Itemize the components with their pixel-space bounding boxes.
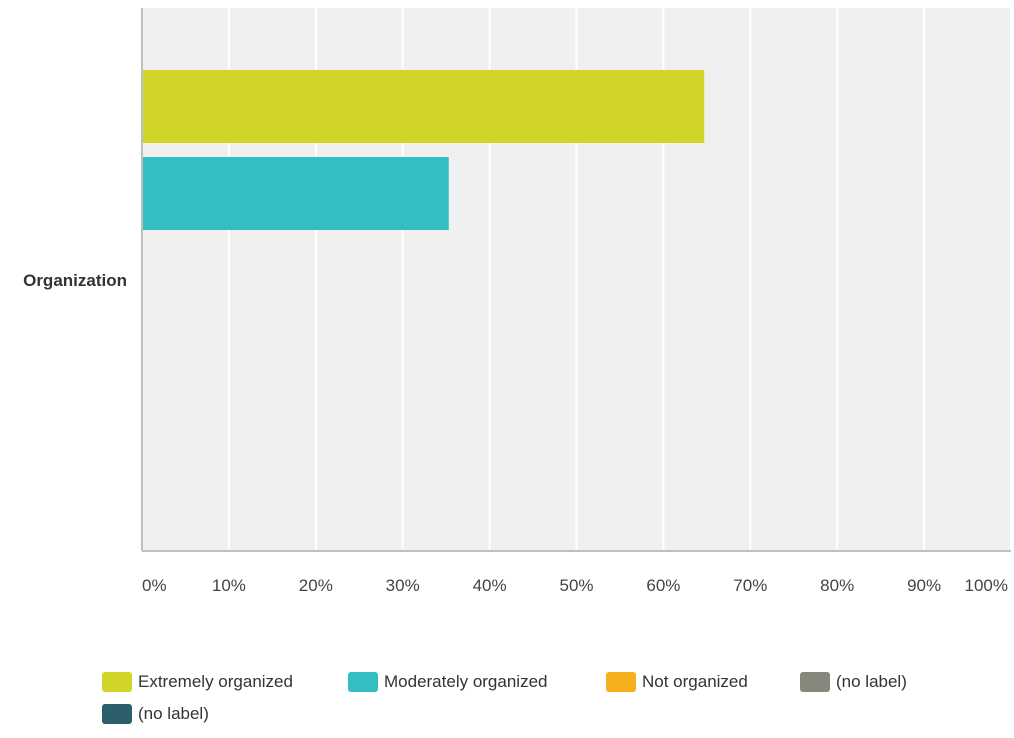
- x-tick-label: 0%: [142, 576, 167, 595]
- legend-label: (no label): [836, 672, 907, 691]
- legend-label: (no label): [138, 704, 209, 723]
- x-tick-label: 80%: [820, 576, 854, 595]
- x-tick-label: 40%: [473, 576, 507, 595]
- x-tick-label: 90%: [907, 576, 941, 595]
- legend-swatch: [102, 672, 132, 692]
- category-label: Organization: [23, 271, 127, 290]
- legend-item-no-label-1: (no label): [800, 672, 907, 692]
- legend-item-moderately-organized: Moderately organized: [348, 672, 547, 692]
- x-tick-label: 30%: [386, 576, 420, 595]
- bar-extremely-organized: [142, 70, 705, 143]
- bars: [142, 70, 705, 230]
- x-tick-label: 60%: [646, 576, 680, 595]
- legend-item-not-organized: Not organized: [606, 672, 748, 692]
- legend-label: Extremely organized: [138, 672, 293, 691]
- x-tick-labels: 0% 10% 20% 30% 40% 50% 60% 70% 80% 90% 100%: [142, 576, 1008, 595]
- legend-label: Not organized: [642, 672, 748, 691]
- x-tick-label: 70%: [733, 576, 767, 595]
- x-tick-label: 20%: [299, 576, 333, 595]
- x-tick-label: 100%: [965, 576, 1008, 595]
- legend-swatch: [102, 704, 132, 724]
- legend-item-no-label-2: (no label): [102, 704, 209, 724]
- legend-label: Moderately organized: [384, 672, 548, 691]
- x-tick-label: 10%: [212, 576, 246, 595]
- legend-swatch: [606, 672, 636, 692]
- legend-swatch: [348, 672, 378, 692]
- x-tick-label: 50%: [559, 576, 593, 595]
- bar-moderately-organized: [142, 157, 449, 230]
- legend-item-extremely-organized: Extremely organized: [102, 672, 293, 692]
- legend-swatch: [800, 672, 830, 692]
